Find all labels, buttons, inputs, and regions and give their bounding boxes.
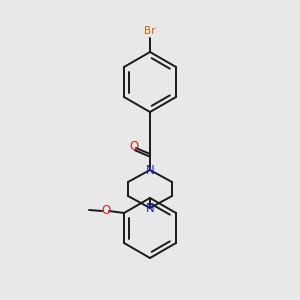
Text: O: O [129, 140, 139, 154]
Text: Br: Br [144, 26, 156, 36]
Text: N: N [146, 202, 154, 214]
Text: O: O [101, 205, 111, 218]
Text: N: N [146, 164, 154, 176]
